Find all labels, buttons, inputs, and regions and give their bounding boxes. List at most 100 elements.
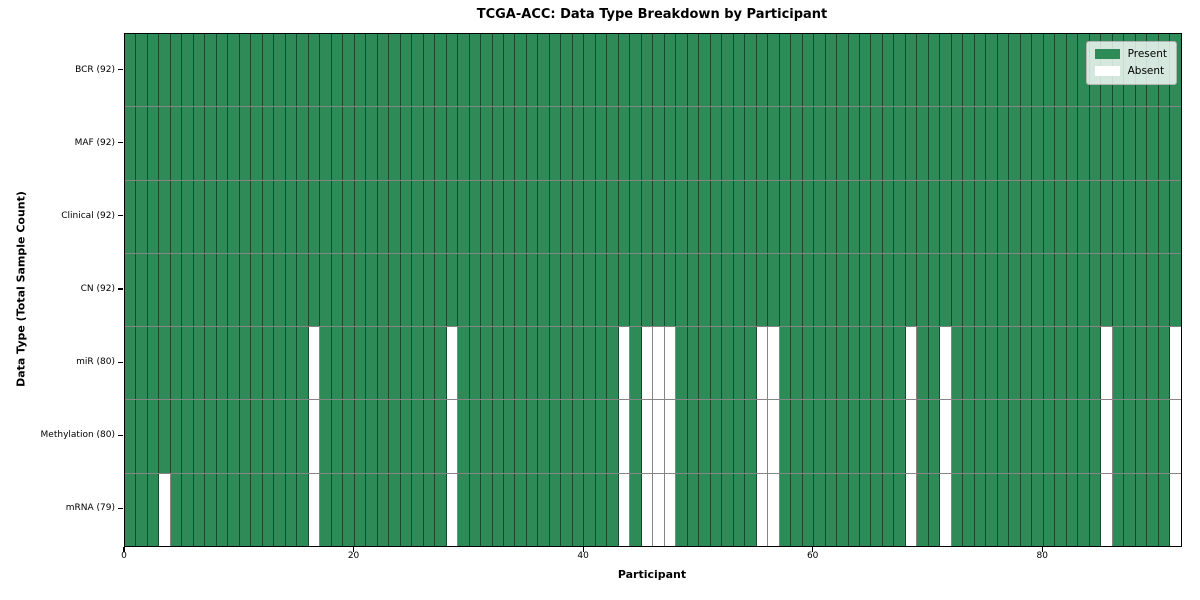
heatmap-cell-present — [331, 400, 344, 473]
heatmap-cell-present — [159, 180, 171, 253]
heatmap-cell-present — [882, 107, 895, 180]
heatmap-cell-present — [561, 473, 573, 546]
heatmap-cell-present — [1055, 327, 1067, 400]
heatmap-cell-present — [1066, 180, 1079, 253]
heatmap-cell-present — [469, 400, 482, 473]
heatmap-cell-present — [733, 107, 746, 180]
heatmap-cell-present — [412, 473, 424, 546]
heatmap-cell-absent — [940, 327, 952, 400]
heatmap-cell-present — [377, 253, 390, 327]
heatmap-cell-present — [1158, 107, 1171, 180]
heatmap-cell-present — [871, 34, 883, 107]
heatmap-cell-present — [745, 473, 757, 546]
heatmap-cell-present — [308, 180, 321, 253]
heatmap-cell-absent — [653, 327, 665, 400]
heatmap-cell-present — [928, 473, 941, 546]
heatmap-cell-present — [1124, 107, 1136, 180]
heatmap-cell-present — [745, 253, 757, 327]
heatmap-cell-present — [745, 400, 757, 473]
heatmap-cell-present — [354, 180, 367, 253]
heatmap-cell-present — [1009, 253, 1021, 327]
legend-label: Absent — [1127, 65, 1165, 77]
x-tick-label: 20 — [347, 551, 360, 561]
heatmap-cell-present — [1124, 180, 1136, 253]
heatmap-cell-present — [848, 180, 860, 253]
heatmap-cell-present — [1066, 253, 1079, 327]
heatmap-cell-present — [848, 107, 860, 180]
heatmap-cell-present — [664, 107, 677, 180]
heatmap-cell-present — [481, 180, 493, 253]
heatmap-cell-absent — [905, 327, 918, 400]
heatmap-cell-present — [515, 253, 527, 327]
legend-item: Present — [1094, 48, 1167, 60]
heatmap-cell-present — [745, 107, 757, 180]
heatmap-cell-present — [595, 400, 608, 473]
heatmap-cell-present — [997, 34, 1010, 107]
heatmap-cell-present — [526, 34, 539, 107]
heatmap-cell-present — [1135, 400, 1148, 473]
heatmap-cell-present — [1055, 253, 1067, 327]
heatmap-cell-present — [320, 400, 332, 473]
heatmap-cell-present — [1009, 34, 1021, 107]
heatmap-cell-present — [216, 253, 229, 327]
heatmap-cell-present — [779, 180, 792, 253]
legend-swatch-absent — [1094, 66, 1120, 76]
heatmap-cell-present — [607, 253, 619, 327]
heatmap-cell-present — [905, 180, 918, 253]
heatmap-cell-present — [239, 400, 252, 473]
heatmap-cell-present — [837, 253, 849, 327]
heatmap-cell-present — [986, 253, 998, 327]
heatmap-cell-present — [676, 34, 688, 107]
heatmap-cell-present — [825, 34, 838, 107]
heatmap-cell-present — [928, 180, 941, 253]
heatmap-cell-present — [469, 180, 482, 253]
heatmap-cell-present — [435, 107, 447, 180]
heatmap-cell-present — [928, 34, 941, 107]
heatmap-cell-present — [779, 400, 792, 473]
heatmap-cell-present — [618, 107, 631, 180]
y-tick-label: Methylation (80) — [40, 430, 115, 441]
heatmap-cell-present — [503, 107, 516, 180]
heatmap-cell-present — [251, 400, 263, 473]
heatmap-cell-present — [216, 327, 229, 400]
heatmap-cell-present — [848, 253, 860, 327]
heatmap-cell-present — [538, 253, 550, 327]
heatmap-cell-present — [1020, 180, 1033, 253]
heatmap-cell-present — [802, 180, 815, 253]
heatmap-cell-present — [412, 180, 424, 253]
heatmap-cell-present — [699, 180, 711, 253]
heatmap-cell-present — [147, 34, 160, 107]
heatmap-cell-present — [699, 107, 711, 180]
heatmap-cell-present — [779, 253, 792, 327]
heatmap-cell-present — [308, 253, 321, 327]
heatmap-cell-present — [963, 180, 975, 253]
heatmap-cell-present — [331, 107, 344, 180]
heatmap-cell-present — [435, 327, 447, 400]
heatmap-cell-present — [458, 180, 470, 253]
heatmap-cell-present — [285, 107, 298, 180]
heatmap-cell-present — [1009, 400, 1021, 473]
heatmap-cell-absent — [905, 473, 918, 546]
heatmap-cell-present — [239, 107, 252, 180]
heatmap-cell-present — [1135, 180, 1148, 253]
heatmap-cell-present — [446, 180, 459, 253]
heatmap-cell-present — [1147, 327, 1159, 400]
heatmap-cell-present — [526, 107, 539, 180]
heatmap-cell-present — [285, 327, 298, 400]
x-tick-mark — [582, 546, 584, 552]
heatmap-cell-present — [412, 107, 424, 180]
heatmap-cell-present — [974, 400, 987, 473]
heatmap-cell-present — [469, 253, 482, 327]
heatmap-cell-present — [1170, 107, 1181, 180]
heatmap-cell-present — [745, 180, 757, 253]
heatmap-cell-present — [710, 34, 723, 107]
heatmap-cell-present — [239, 180, 252, 253]
heatmap-cell-present — [216, 34, 229, 107]
heatmap-cell-present — [699, 253, 711, 327]
heatmap-cell-present — [262, 473, 275, 546]
heatmap-cell-present — [951, 400, 964, 473]
heatmap-cell-present — [756, 34, 769, 107]
heatmap-cell-present — [997, 253, 1010, 327]
heatmap-cell-present — [1078, 180, 1090, 253]
heatmap-cell-present — [1009, 180, 1021, 253]
